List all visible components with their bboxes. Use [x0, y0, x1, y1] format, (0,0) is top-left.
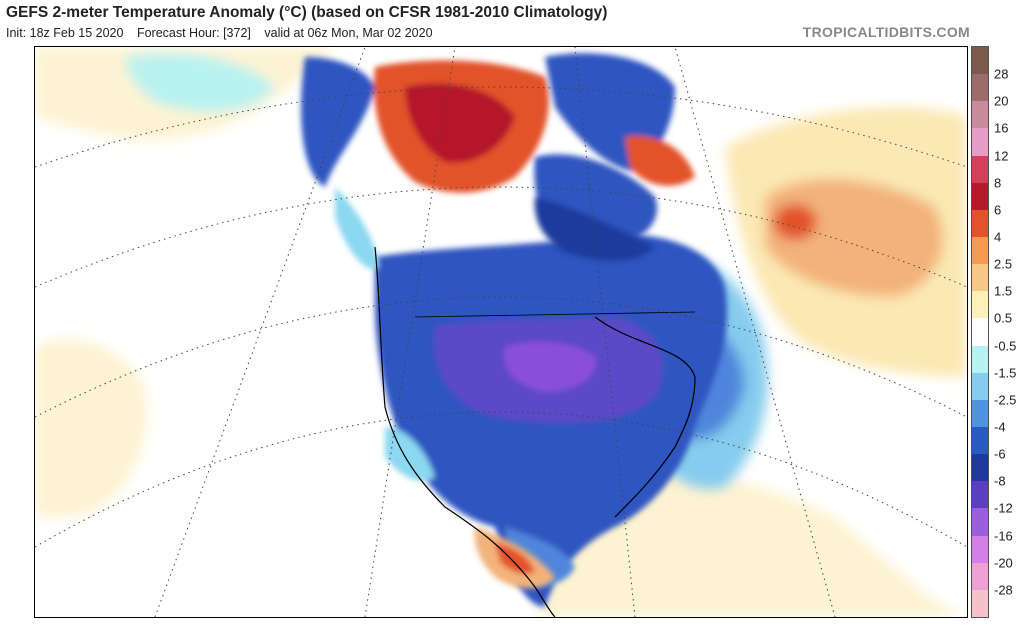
brand-watermark: TROPICALTIDBITS.COM: [802, 24, 970, 40]
anomaly-map: [34, 46, 968, 618]
colorbar-segment: [972, 399, 988, 428]
map-svg: [35, 47, 967, 617]
colorbar-label: 12: [994, 148, 1009, 164]
colorbar-segment: [972, 481, 988, 509]
run-info: Init: 18z Feb 15 2020 Forecast Hour: [37…: [6, 26, 443, 40]
colorbar-segment: [972, 264, 988, 292]
colorbar-label: 2.5: [994, 256, 1013, 272]
colorbar-label: -12: [994, 500, 1013, 516]
colorbar-label: 6: [994, 202, 1002, 218]
greenland-anomaly: [545, 53, 695, 186]
colorbar-segment: [972, 345, 988, 374]
colorbar-label: 28: [994, 66, 1009, 82]
init-time: Init: 18z Feb 15 2020: [6, 26, 124, 40]
map-outlines: [374, 246, 696, 617]
colorbar-label: -2.5: [994, 392, 1017, 408]
colorbar-label: 1.5: [994, 283, 1013, 299]
arctic-warm-anomaly: [301, 57, 657, 269]
colorbar: [971, 46, 989, 618]
colorbar-label: -1.5: [994, 365, 1017, 381]
colorbar-label: 16: [994, 120, 1009, 136]
colorbar-label: 20: [994, 93, 1009, 109]
colorbar-label: -0.5: [994, 338, 1017, 354]
colorbar-segment: [972, 508, 988, 537]
colorbar-segment: [972, 128, 988, 157]
colorbar-label: 0.5: [994, 310, 1013, 326]
colorbar-segment: [972, 535, 988, 564]
colorbar-segment: [972, 155, 988, 184]
colorbar-segment: [972, 589, 988, 618]
forecast-hour: Forecast Hour: [372]: [136, 26, 251, 40]
colorbar-segment: [972, 209, 988, 238]
colorbar-label: -4: [994, 419, 1006, 435]
ocean-warm-anomalies: [35, 47, 967, 617]
colorbar-label: -16: [994, 528, 1013, 544]
valid-time: valid at 06z Mon, Mar 02 2020: [264, 26, 433, 40]
colorbar-label: -8: [994, 473, 1006, 489]
colorbar-segment: [972, 101, 988, 129]
colorbar-segment: [972, 562, 988, 591]
colorbar-label: -6: [994, 446, 1006, 462]
mexico-warm-anomaly: [474, 527, 555, 589]
colorbar-segment: [972, 454, 988, 482]
colorbar-segment: [972, 291, 988, 319]
colorbar-segment: [972, 372, 988, 401]
colorbar-label: 4: [994, 229, 1002, 245]
graticule: [35, 47, 967, 617]
colorbar-segment: [972, 47, 988, 75]
colorbar-segment: [972, 427, 988, 455]
colorbar-label: -20: [994, 555, 1013, 571]
colorbar-segment: [972, 237, 988, 265]
chart-title: GEFS 2-meter Temperature Anomaly (°C) (b…: [6, 4, 608, 21]
colorbar-segment: [972, 74, 988, 102]
colorbar-segment: [972, 318, 988, 347]
colorbar-label: -28: [994, 582, 1013, 598]
colorbar-label: 8: [994, 175, 1002, 191]
colorbar-segment: [972, 182, 988, 211]
